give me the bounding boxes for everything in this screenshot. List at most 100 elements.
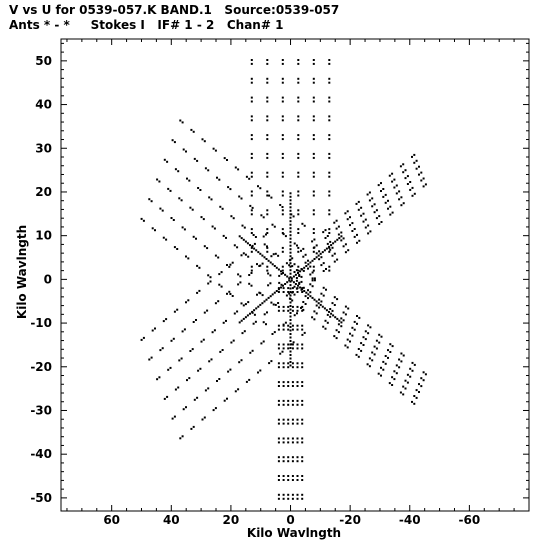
uv-point [318, 250, 321, 253]
uv-point [178, 197, 181, 200]
uv-point [282, 460, 285, 463]
uv-point [312, 213, 315, 216]
uv-point [378, 223, 381, 225]
x-tick-label: 40 [163, 513, 180, 527]
uv-point [242, 252, 245, 255]
uv-point [291, 257, 294, 260]
uv-point [281, 206, 284, 208]
uv-point [217, 256, 220, 259]
uv-point [259, 264, 262, 267]
uv-point [289, 364, 292, 367]
uv-point [280, 286, 282, 289]
uv-point [380, 221, 383, 223]
uv-point [340, 235, 343, 238]
uv-point [277, 362, 280, 365]
uv-point [346, 218, 349, 221]
uv-point [199, 189, 202, 191]
uv-point [297, 272, 299, 274]
uv-point [218, 178, 221, 181]
uv-point [289, 202, 292, 205]
uv-point [289, 206, 292, 209]
uv-point [344, 212, 347, 215]
uv-point [289, 230, 292, 233]
uv-point [351, 230, 354, 232]
uv-point [328, 77, 331, 80]
uv-point [287, 343, 290, 346]
uv-point [279, 204, 282, 206]
uv-point [355, 202, 358, 205]
uv-point [349, 332, 351, 335]
uv-point [179, 119, 182, 122]
uv-point [251, 244, 254, 247]
uv-point [266, 232, 269, 234]
uv-point [378, 215, 381, 218]
uv-point [226, 292, 228, 295]
uv-point [344, 313, 347, 316]
uv-point [273, 225, 276, 228]
uv-point [317, 302, 320, 305]
uv-point [250, 250, 253, 253]
uv-point [346, 338, 349, 341]
uv-point [289, 209, 292, 212]
uv-point [165, 238, 168, 241]
uv-point [297, 77, 300, 80]
uv-point [328, 171, 331, 174]
uv-point [266, 213, 269, 216]
uv-point [302, 269, 305, 272]
uv-point [328, 269, 331, 272]
uv-point [282, 366, 285, 369]
uv-point [287, 418, 290, 421]
x-tick-label: -20 [339, 513, 361, 527]
uv-point [257, 185, 259, 188]
uv-point [289, 336, 292, 339]
uv-point [347, 307, 350, 310]
uv-point [291, 305, 294, 308]
uv-point [340, 239, 343, 242]
uv-point [159, 349, 162, 352]
uv-point [270, 360, 273, 363]
uv-point [312, 134, 315, 137]
uv-point [388, 174, 391, 177]
uv-point [166, 160, 169, 163]
uv-point [180, 199, 183, 202]
uv-point [411, 369, 414, 372]
uv-point [289, 272, 292, 275]
uv-point [296, 347, 299, 350]
uv-point [298, 281, 301, 284]
uv-point [287, 305, 290, 308]
uv-point [309, 273, 312, 276]
uv-point [346, 210, 349, 213]
uv-point [291, 324, 294, 327]
uv-point [301, 268, 304, 271]
uv-point [287, 441, 290, 444]
uv-point [265, 233, 267, 236]
uv-point [297, 62, 300, 65]
uv-point [360, 214, 363, 217]
uv-point [301, 497, 304, 500]
uv-point [219, 350, 222, 353]
uv-point [281, 232, 284, 234]
uv-point [391, 376, 394, 379]
uv-point [312, 59, 315, 61]
uv-point [277, 287, 280, 290]
uv-point [336, 238, 339, 241]
uv-point [249, 204, 252, 207]
uv-point [304, 261, 307, 264]
uv-point [328, 209, 331, 212]
uv-point [214, 302, 217, 305]
uv-point [402, 354, 405, 357]
uv-point [250, 138, 253, 141]
uv-point [368, 357, 371, 360]
uv-point [301, 399, 304, 402]
uv-point [255, 307, 258, 310]
uv-point [278, 274, 281, 277]
uv-point [200, 216, 203, 219]
uv-point [296, 418, 299, 421]
uv-point [296, 291, 299, 293]
uv-point [270, 301, 273, 304]
uv-point [312, 232, 315, 234]
uv-point [373, 203, 376, 206]
uv-point [307, 293, 310, 296]
uv-point [281, 228, 284, 231]
uv-point [325, 268, 327, 270]
